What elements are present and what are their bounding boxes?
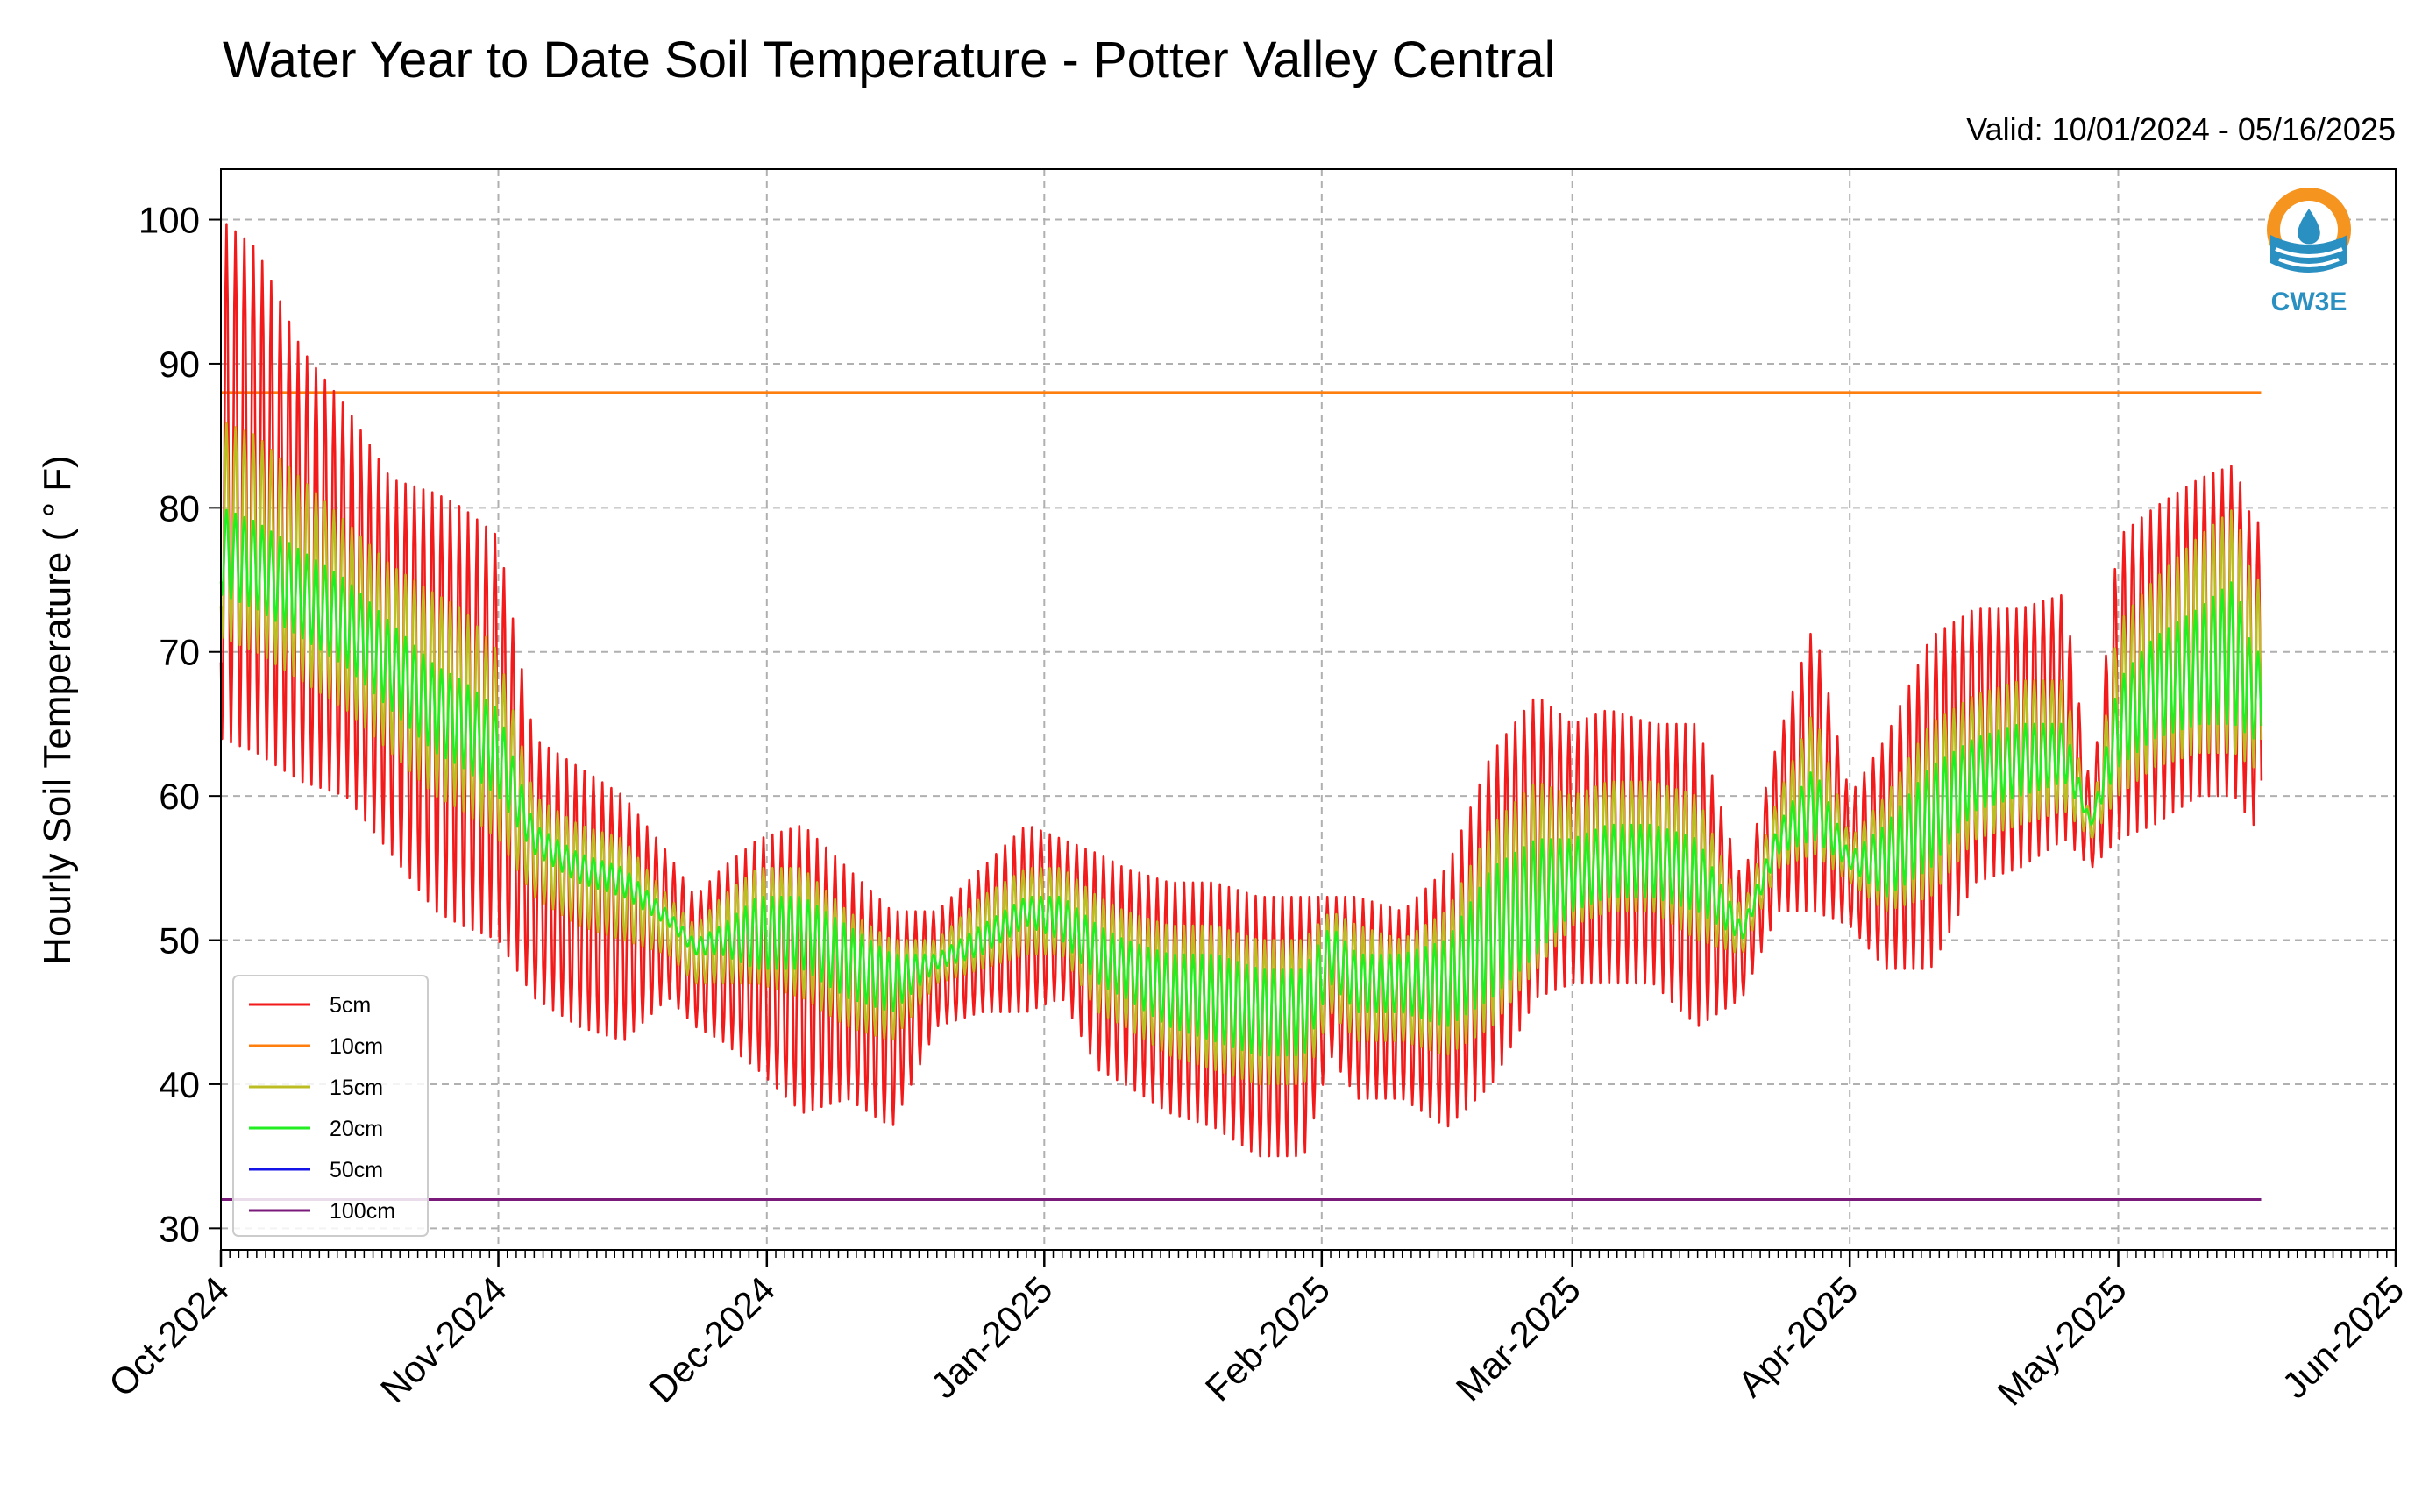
water-drop-icon <box>2267 188 2351 273</box>
range-series <box>219 223 2263 1158</box>
grid <box>220 169 2397 1250</box>
x-tick-label: Feb-2025 <box>1197 1268 1338 1409</box>
legend-box <box>232 975 429 1237</box>
x-tick-label: Mar-2025 <box>1448 1268 1588 1409</box>
x-tick-label: Jan-2025 <box>923 1268 1061 1406</box>
logo-text: CW3E <box>2271 287 2347 316</box>
y-tick-label: 40 <box>159 1064 200 1105</box>
cw3e-logo: CW3E <box>2267 188 2351 316</box>
series-line-5cm <box>219 223 2263 1158</box>
y-tick-label: 70 <box>159 632 200 673</box>
x-tick-label: Dec-2024 <box>641 1268 783 1410</box>
legend-label: 10cm <box>330 1034 383 1059</box>
chart-subtitle: Valid: 10/01/2024 - 05/16/2025 <box>1966 111 2396 147</box>
series-line-20cm <box>219 508 2263 1057</box>
y-tick-label: 50 <box>159 920 200 962</box>
plot-frame <box>220 168 2397 1251</box>
y-tick-label: 30 <box>159 1208 200 1249</box>
flat-series <box>221 391 2262 1201</box>
series-line-15cm <box>219 422 2263 1086</box>
legend-label: 15cm <box>330 1075 383 1100</box>
x-tick-label: May-2025 <box>1990 1268 2134 1413</box>
y-tick-label: 60 <box>159 776 200 817</box>
x-tick-label: Jun-2025 <box>2274 1268 2411 1406</box>
legend-label: 20cm <box>330 1117 383 1141</box>
legend-label: 5cm <box>330 993 371 1018</box>
x-tick-label: Apr-2025 <box>1729 1268 1865 1404</box>
y-tick-label: 80 <box>159 487 200 529</box>
y-axis: 30 40 50 60 70 80 90 100 <box>138 200 221 1249</box>
x-tick-label: Oct-2024 <box>101 1268 237 1404</box>
chart-title: Water Year to Date Soil Temperature - Po… <box>223 32 1556 89</box>
x-tick-label: Nov-2024 <box>373 1268 515 1410</box>
legend: 5cm 10cm 15cm 20cm 50cm 100cm <box>232 975 429 1237</box>
y-axis-label: Hourly Soil Temperature ( ° F) <box>36 455 79 965</box>
legend-label: 100cm <box>330 1199 395 1224</box>
y-tick-label: 90 <box>159 344 200 385</box>
legend-label: 50cm <box>330 1158 383 1182</box>
x-axis: Oct-2024 Nov-2024 Dec-2024 Jan-2025 Feb-2025… <box>101 1250 2411 1413</box>
y-tick-label: 100 <box>138 200 200 241</box>
